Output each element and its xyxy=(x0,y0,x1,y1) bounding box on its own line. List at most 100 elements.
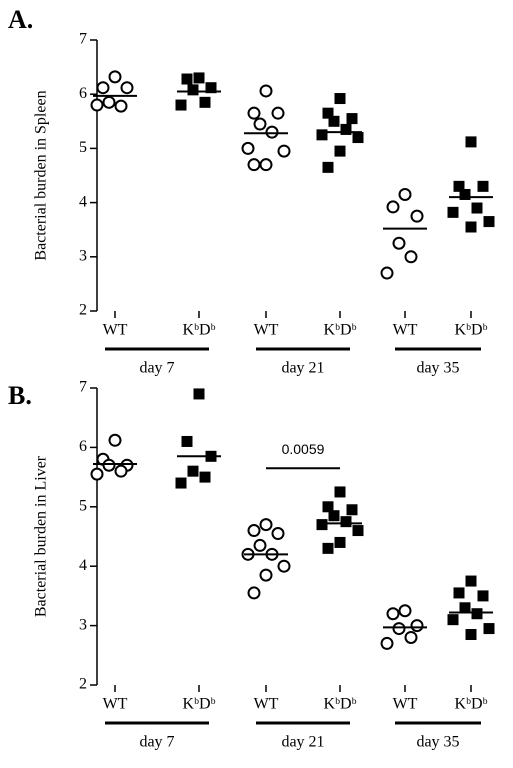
y-tick-label: 6 xyxy=(79,85,87,102)
data-point xyxy=(471,202,483,214)
data-point xyxy=(410,209,424,223)
data-point xyxy=(265,125,279,139)
data-point xyxy=(404,250,418,264)
data-point xyxy=(380,636,394,650)
data-point xyxy=(453,587,465,599)
data-point xyxy=(465,575,477,587)
data-point xyxy=(453,180,465,192)
data-point xyxy=(277,144,291,158)
group-label: day 7 xyxy=(139,360,174,377)
data-point xyxy=(114,99,128,113)
data-point xyxy=(114,464,128,478)
y-tick-label: 4 xyxy=(79,193,87,210)
group-label: day 7 xyxy=(139,734,174,751)
x-tick-label: KᵇDᵇ xyxy=(323,696,356,713)
panel-label: B. xyxy=(8,381,32,410)
data-point xyxy=(334,145,346,157)
data-point xyxy=(392,236,406,250)
x-tick-label: WT xyxy=(103,322,128,339)
data-point xyxy=(386,200,400,214)
data-point xyxy=(175,477,187,489)
data-point xyxy=(90,98,104,112)
y-tick-label: 6 xyxy=(79,438,87,455)
data-point xyxy=(334,536,346,548)
y-axis-title: Bacterial burden in Spleen xyxy=(33,90,50,260)
data-point xyxy=(120,81,134,95)
data-point xyxy=(471,608,483,620)
data-point xyxy=(247,106,261,120)
data-point xyxy=(271,106,285,120)
data-point xyxy=(181,73,193,85)
data-point xyxy=(477,590,489,602)
data-point xyxy=(465,629,477,641)
data-point xyxy=(253,117,267,131)
x-tick-label: WT xyxy=(254,696,279,713)
data-point xyxy=(259,84,273,98)
y-axis-title: Bacterial burden in Liver xyxy=(33,455,50,617)
y-tick-label: 5 xyxy=(79,497,87,514)
data-point xyxy=(187,84,199,96)
x-tick-label: KᵇDᵇ xyxy=(182,322,215,339)
x-tick-label: KᵇDᵇ xyxy=(454,322,487,339)
data-point xyxy=(96,81,110,95)
data-point xyxy=(398,187,412,201)
data-point xyxy=(465,136,477,148)
data-point xyxy=(459,188,471,200)
y-tick-label: 2 xyxy=(79,676,87,693)
data-point xyxy=(322,161,334,173)
y-tick-label: 7 xyxy=(79,379,87,396)
data-point xyxy=(316,129,328,141)
data-point xyxy=(334,93,346,105)
y-tick-label: 5 xyxy=(79,139,87,156)
data-point xyxy=(247,586,261,600)
x-tick-label: KᵇDᵇ xyxy=(182,696,215,713)
data-point xyxy=(447,614,459,626)
data-point xyxy=(102,458,116,472)
x-tick-label: KᵇDᵇ xyxy=(323,322,356,339)
data-point xyxy=(322,542,334,554)
data-point xyxy=(459,602,471,614)
y-tick-label: 2 xyxy=(79,302,87,319)
data-point xyxy=(199,96,211,108)
x-tick-label: WT xyxy=(393,696,418,713)
y-tick-label: 7 xyxy=(79,31,87,48)
data-point xyxy=(322,107,334,119)
y-tick-label: 4 xyxy=(79,557,87,574)
group-label: day 35 xyxy=(416,734,459,751)
data-point xyxy=(483,623,495,635)
data-point xyxy=(259,568,273,582)
x-tick-label: WT xyxy=(393,322,418,339)
data-point xyxy=(247,524,261,538)
data-point xyxy=(205,82,217,94)
data-point xyxy=(259,158,273,172)
data-point xyxy=(271,527,285,541)
data-point xyxy=(346,113,358,125)
data-point xyxy=(352,132,364,144)
data-point xyxy=(398,604,412,618)
data-point xyxy=(447,206,459,218)
data-point xyxy=(108,433,122,447)
data-point xyxy=(90,467,104,481)
data-point xyxy=(322,501,334,513)
data-point xyxy=(181,435,193,447)
data-point xyxy=(410,619,424,633)
data-point xyxy=(187,465,199,477)
data-point xyxy=(247,158,261,172)
data-point xyxy=(193,72,205,84)
data-point xyxy=(175,99,187,111)
data-point xyxy=(386,607,400,621)
data-point xyxy=(277,559,291,573)
data-point xyxy=(108,70,122,84)
group-label: day 21 xyxy=(281,360,324,377)
data-point xyxy=(346,504,358,516)
group-label: day 35 xyxy=(416,360,459,377)
data-point xyxy=(404,630,418,644)
data-point xyxy=(340,123,352,135)
data-point xyxy=(259,518,273,532)
data-point xyxy=(483,216,495,228)
data-point xyxy=(241,141,255,155)
x-tick-label: WT xyxy=(254,322,279,339)
data-point xyxy=(392,622,406,636)
data-point xyxy=(253,538,267,552)
data-point xyxy=(352,525,364,537)
